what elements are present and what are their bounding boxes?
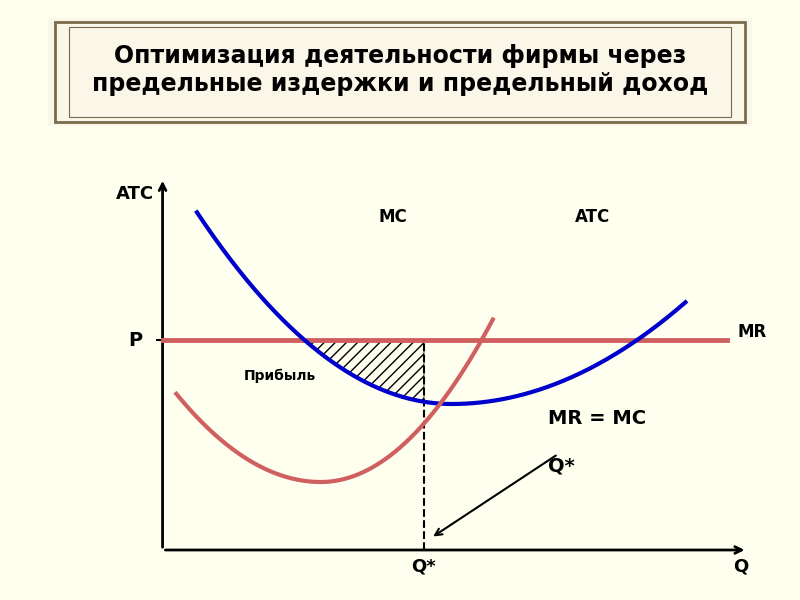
Text: ATC: ATC (575, 208, 610, 226)
Text: Q*: Q* (548, 457, 574, 475)
FancyBboxPatch shape (55, 22, 745, 122)
Text: Q: Q (733, 557, 748, 575)
Text: MC: MC (378, 208, 407, 226)
Text: MR = MC: MR = MC (548, 409, 646, 427)
Text: MR: MR (737, 323, 766, 341)
Text: Прибыль: Прибыль (243, 369, 316, 383)
Text: Оптимизация деятельности фирмы через
предельные издержки и предельный доход: Оптимизация деятельности фирмы через пре… (92, 44, 708, 96)
Text: P: P (128, 331, 142, 349)
Text: ATC: ATC (116, 185, 154, 203)
Text: Q*: Q* (412, 557, 436, 575)
